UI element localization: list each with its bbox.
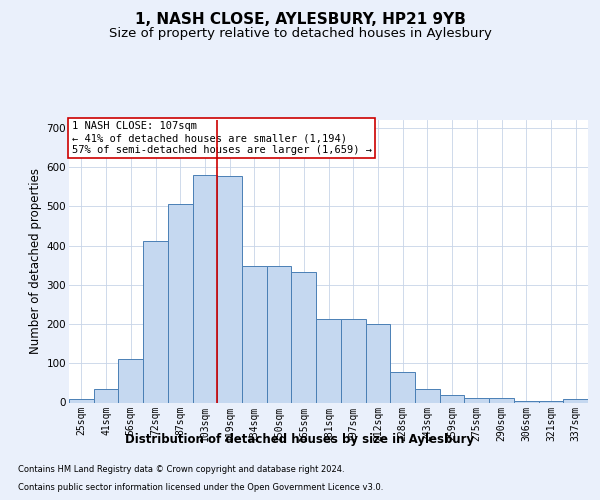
Bar: [193, 175, 217, 402]
Bar: [69, 400, 94, 402]
Bar: [464, 398, 489, 402]
Bar: [118, 358, 143, 403]
Y-axis label: Number of detached properties: Number of detached properties: [29, 168, 43, 354]
Text: Size of property relative to detached houses in Aylesbury: Size of property relative to detached ho…: [109, 28, 491, 40]
Text: Contains HM Land Registry data © Crown copyright and database right 2024.: Contains HM Land Registry data © Crown c…: [18, 465, 344, 474]
Bar: [168, 204, 193, 402]
Text: Contains public sector information licensed under the Open Government Licence v3: Contains public sector information licen…: [18, 482, 383, 492]
Bar: [489, 398, 514, 402]
Bar: [365, 324, 390, 402]
Bar: [267, 266, 292, 402]
Bar: [390, 372, 415, 402]
Text: Distribution of detached houses by size in Aylesbury: Distribution of detached houses by size …: [125, 432, 475, 446]
Bar: [94, 389, 118, 402]
Bar: [217, 176, 242, 402]
Bar: [316, 320, 341, 402]
Text: 1, NASH CLOSE, AYLESBURY, HP21 9YB: 1, NASH CLOSE, AYLESBURY, HP21 9YB: [134, 12, 466, 28]
Bar: [440, 394, 464, 402]
Bar: [292, 272, 316, 402]
Bar: [242, 266, 267, 402]
Bar: [415, 389, 440, 402]
Bar: [143, 241, 168, 402]
Bar: [341, 320, 365, 402]
Text: 1 NASH CLOSE: 107sqm
← 41% of detached houses are smaller (1,194)
57% of semi-de: 1 NASH CLOSE: 107sqm ← 41% of detached h…: [71, 122, 371, 154]
Bar: [563, 400, 588, 402]
